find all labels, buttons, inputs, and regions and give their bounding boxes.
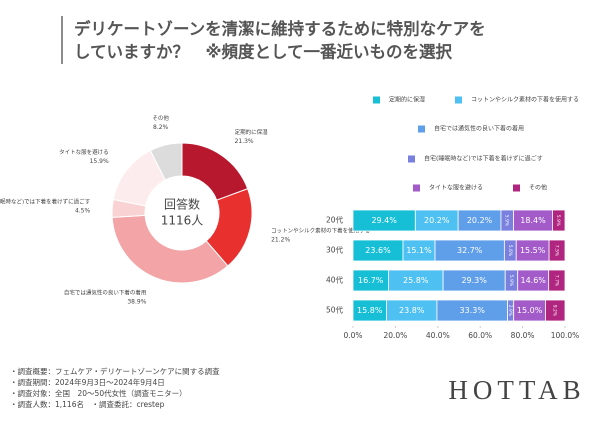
- title-line: デリケートゾーンを清潔に維持するために特別なケアを: [74, 19, 486, 39]
- legend-swatch: [418, 125, 425, 133]
- legend-swatch: [513, 184, 520, 192]
- bar-label: 23.6%: [365, 246, 391, 255]
- y-tick-label: 20代: [326, 215, 344, 225]
- footnote: ・調査人数：1,116名 ・調査委託：crestep: [10, 399, 165, 409]
- bar-segment: [548, 269, 566, 292]
- slice-label: 自宅では通気性の良い下着の着用: [64, 288, 147, 296]
- slice-value: 8.2%: [153, 124, 169, 131]
- x-tick-label: 20.0%: [383, 331, 407, 340]
- bar-label: 5.9%: [504, 215, 510, 227]
- slice-label: その他: [152, 114, 169, 122]
- bar-label: 25.8%: [403, 276, 429, 285]
- bar-label: 20.2%: [467, 216, 493, 225]
- footnote: ・調査期間：2024年9月3日～2024年9月4日: [10, 377, 165, 387]
- slice-label: タイトな服を避ける: [59, 148, 109, 156]
- legend-label: 定期的に保湿: [389, 96, 425, 104]
- legend-label: その他: [529, 184, 547, 192]
- bar-label: 15.1%: [406, 246, 432, 255]
- x-tick-label: 100.0%: [551, 331, 580, 340]
- bar-label: 7.5%: [554, 245, 560, 257]
- bar-label: 29.3%: [461, 276, 487, 285]
- bar-label: 16.7%: [358, 276, 384, 285]
- donut-slice: [111, 214, 229, 284]
- bar-label: 5.9%: [555, 215, 561, 227]
- center-label: 1116人: [161, 214, 204, 228]
- x-tick-label: 40.0%: [426, 331, 450, 340]
- center-label: 回答数: [164, 197, 200, 212]
- title-line: していますか？ ※頻度として一番近いものを選択: [74, 42, 453, 62]
- bar-label: 5.6%: [507, 245, 513, 257]
- legend-swatch: [373, 96, 380, 104]
- footnote: ・調査対象：全国 20～50代女性（調査モニター）: [10, 388, 187, 398]
- bar-label: 15.0%: [517, 306, 543, 315]
- legend-label: タイトな服を避ける: [429, 184, 483, 192]
- y-tick-label: 50代: [326, 305, 344, 315]
- slice-label: コットンやシルク素材の下着を使用する: [271, 226, 370, 234]
- bar-label: 15.8%: [357, 306, 383, 315]
- slice-value: 4.5%: [75, 207, 91, 214]
- x-tick-label: 60.0%: [468, 331, 492, 340]
- y-tick-label: 30代: [326, 245, 344, 255]
- bar-label: 15.5%: [520, 246, 546, 255]
- bar-label: 29.4%: [371, 216, 397, 225]
- bar-label: 9.2%: [552, 305, 558, 317]
- bar-label: 5.9%: [508, 275, 514, 287]
- bar-label: 20.2%: [424, 216, 450, 225]
- bar-label: 2.9%: [507, 305, 513, 317]
- legend-swatch: [413, 184, 420, 192]
- bar-segment: [552, 209, 566, 232]
- legend-label: 自宅では通気性の良い下着の着用: [434, 125, 524, 133]
- logo: HOTTAB: [448, 375, 585, 405]
- legend-label: 自宅(睡眠時など)では下着を着けずに過ごす: [424, 155, 543, 163]
- bar-label: 33.3%: [460, 306, 486, 315]
- slice-label: 自宅(睡眠時など)では下着を着けずに過ごす: [0, 197, 91, 205]
- slice-value: 38.9%: [127, 298, 146, 305]
- bar-label: 14.6%: [520, 276, 546, 285]
- y-tick-label: 40代: [326, 275, 344, 285]
- x-tick-label: 0.0%: [343, 331, 362, 340]
- legend-swatch: [408, 155, 415, 163]
- bar-label: 32.7%: [457, 246, 483, 255]
- bar-label: 23.8%: [399, 306, 425, 315]
- donut-slice: [181, 142, 249, 201]
- bar-label: 18.4%: [520, 216, 546, 225]
- slice-value: 21.2%: [271, 236, 290, 243]
- footnote: ・調査概要：フェムケア・デリケートゾーンケアに関する調査: [10, 366, 220, 376]
- slice-value: 15.9%: [90, 158, 109, 165]
- x-tick-label: 80.0%: [511, 331, 535, 340]
- legend-label: コットンやシルク素材の下着を使用する: [471, 96, 579, 104]
- slice-value: 21.3%: [235, 138, 254, 145]
- bar-segment: [545, 299, 566, 322]
- legend-swatch: [455, 96, 462, 104]
- bar-label: 7.7%: [553, 275, 559, 287]
- bar-segment: [548, 239, 566, 262]
- donut-slice: [149, 142, 183, 181]
- slice-label: 定期的に保湿: [235, 128, 269, 136]
